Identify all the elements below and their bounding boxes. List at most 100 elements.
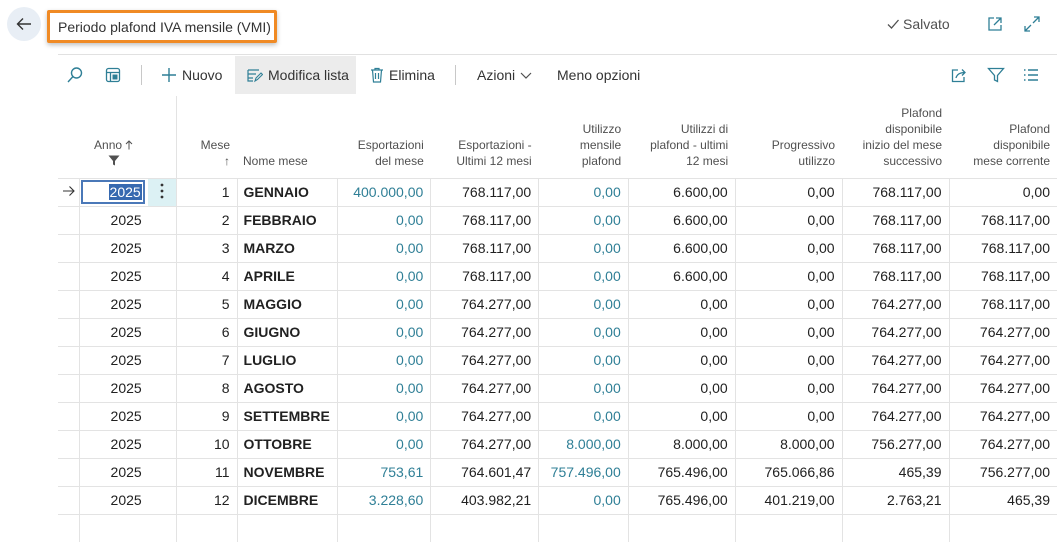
- fewer-options-button[interactable]: Meno opzioni: [557, 56, 640, 94]
- table-row[interactable]: 2025 12 DICEMBRE 3.228,60 403.982,21 0,00 765.…: [58, 485, 1057, 514]
- empty-cell: [842, 513, 950, 542]
- cell-progressivo-utilizzo: 0,00: [735, 205, 843, 234]
- delete-button[interactable]: Elimina: [370, 56, 435, 94]
- cell-esportazioni-mese[interactable]: 0,00: [337, 373, 432, 402]
- cell-esportazioni-mese[interactable]: 0,00: [337, 345, 432, 374]
- cell-nome-mese: MAGGIO: [237, 289, 338, 318]
- list-view-button[interactable]: [1023, 56, 1043, 94]
- cell-esportazioni-12-mesi: 764.277,00: [430, 289, 540, 318]
- header-plafond-mese-corrente[interactable]: Plafond disponibile mese corrente: [973, 121, 1050, 168]
- cell-esportazioni-12-mesi: 768.117,00: [430, 233, 540, 262]
- cell-anno[interactable]: 2025: [79, 317, 148, 346]
- cell-esportazioni-mese[interactable]: 3.228,60: [337, 485, 432, 514]
- cell-utilizzo-mensile[interactable]: 0,00: [538, 205, 629, 234]
- checkmark-icon: [887, 19, 899, 29]
- search-button[interactable]: [66, 56, 88, 94]
- cell-utilizzi-12-mesi: 0,00: [628, 345, 736, 374]
- filter-pane-button[interactable]: [104, 56, 126, 94]
- table-row[interactable]: 2025 11 NOVEMBRE 753,61 764.601,47 757.496,00…: [58, 457, 1057, 486]
- table-row[interactable]: 2025 1 GENNAIO 400.000,00 768.117,00 0,00 6.60…: [58, 177, 1057, 206]
- cell-anno[interactable]: 2025: [79, 261, 148, 290]
- table-row[interactable]: 2025 8 AGOSTO 0,00 764.277,00 0,00 0,00 0,00 764…: [58, 373, 1057, 402]
- cell-utilizzo-mensile[interactable]: 0,00: [538, 345, 629, 374]
- share-button[interactable]: [950, 56, 970, 94]
- cell-progressivo-utilizzo: 0,00: [735, 345, 843, 374]
- anno-input[interactable]: 2025: [80, 180, 145, 204]
- cell-esportazioni-mese[interactable]: 400.000,00: [337, 177, 432, 206]
- cell-utilizzo-mensile[interactable]: 0,00: [538, 373, 629, 402]
- header-esportazioni-mese[interactable]: Esportazioni del mese: [357, 137, 424, 168]
- cell-esportazioni-mese[interactable]: 0,00: [337, 429, 432, 458]
- table-row[interactable]: 2025 10 OTTOBRE 0,00 764.277,00 8.000,00 8.000…: [58, 429, 1057, 458]
- header-plafond-mese-successivo[interactable]: Plafond disponibile inizio del mese succ…: [862, 105, 942, 168]
- table-row[interactable]: 2025 5 MAGGIO 0,00 764.277,00 0,00 0,00 0,00 764…: [58, 289, 1057, 318]
- header-esportazioni-12-mesi[interactable]: Esportazioni - Ultimi 12 mesi: [456, 137, 532, 168]
- cell-utilizzo-mensile[interactable]: 0,00: [538, 485, 629, 514]
- row-menu-cell[interactable]: [147, 177, 178, 206]
- cell-anno[interactable]: 2025: [79, 457, 148, 486]
- header-pointer: [58, 96, 80, 178]
- cell-plafond-mese-successivo: 768.117,00: [842, 177, 950, 206]
- cell-utilizzo-mensile[interactable]: 757.496,00: [538, 457, 629, 486]
- header-nome-mese[interactable]: Nome mese: [243, 153, 308, 168]
- row-menu-cell: [147, 485, 178, 514]
- cell-esportazioni-mese[interactable]: 0,00: [337, 401, 432, 430]
- cell-esportazioni-mese[interactable]: 0,00: [337, 205, 432, 234]
- cell-anno[interactable]: 2025: [79, 345, 148, 374]
- open-in-new-window-button[interactable]: [985, 14, 1005, 34]
- cell-anno[interactable]: 2025: [79, 289, 148, 318]
- header-utilizzo-mensile[interactable]: Utilizzo mensile plafond: [579, 121, 622, 168]
- header-progressivo-utilizzo[interactable]: Progressivo utilizzo: [771, 137, 836, 168]
- actions-menu[interactable]: Azioni: [477, 56, 532, 94]
- cell-utilizzo-mensile[interactable]: 0,00: [538, 401, 629, 430]
- cell-esportazioni-mese[interactable]: 753,61: [337, 457, 432, 486]
- cell-anno[interactable]: 2025: [79, 233, 148, 262]
- new-button[interactable]: Nuovo: [161, 56, 222, 94]
- cell-utilizzo-mensile[interactable]: 0,00: [538, 261, 629, 290]
- cell-plafond-mese-successivo: 465,39: [842, 457, 950, 486]
- cell-esportazioni-mese[interactable]: 0,00: [337, 289, 432, 318]
- cell-esportazioni-mese[interactable]: 0,00: [337, 317, 432, 346]
- filter-button[interactable]: [987, 56, 1007, 94]
- row-menu-cell: [147, 457, 178, 486]
- cell-utilizzo-mensile[interactable]: 0,00: [538, 233, 629, 262]
- cell-nome-mese: NOVEMBRE: [237, 457, 338, 486]
- cell-anno[interactable]: 2025: [79, 205, 148, 234]
- cell-esportazioni-mese[interactable]: 0,00: [337, 261, 432, 290]
- cell-anno[interactable]: 2025: [79, 401, 148, 430]
- back-button[interactable]: [7, 7, 41, 41]
- table-row[interactable]: 2025 3 MARZO 0,00 768.117,00 0,00 6.600,00 0,00…: [58, 233, 1057, 262]
- cell-utilizzo-mensile[interactable]: 0,00: [538, 177, 629, 206]
- header-utilizzi-12-mesi[interactable]: Utilizzi di plafond - ultimi 12 mesi: [650, 121, 729, 168]
- cell-nome-mese: GENNAIO: [237, 177, 338, 206]
- table-row[interactable]: 2025 7 LUGLIO 0,00 764.277,00 0,00 0,00 0,00 764…: [58, 345, 1057, 374]
- table-row[interactable]: 2025 6 GIUGNO 0,00 764.277,00 0,00 0,00 0,00 764…: [58, 317, 1057, 346]
- cell-utilizzo-mensile[interactable]: 0,00: [538, 317, 629, 346]
- more-vertical-icon[interactable]: [160, 183, 164, 199]
- cell-mese: 5: [176, 289, 238, 318]
- header-anno[interactable]: Anno: [80, 96, 148, 178]
- edit-list-button[interactable]: Modifica lista: [235, 56, 356, 94]
- cell-esportazioni-mese[interactable]: 0,00: [337, 233, 432, 262]
- cell-anno[interactable]: 2025: [79, 429, 148, 458]
- cell-plafond-mese-successivo: 768.117,00: [842, 205, 950, 234]
- filter-applied-icon: [108, 155, 120, 165]
- cell-utilizzo-mensile[interactable]: 0,00: [538, 289, 629, 318]
- table-row[interactable]: 2025 9 SETTEMBRE 0,00 764.277,00 0,00 0,00 0,00…: [58, 401, 1057, 430]
- cell-utilizzo-mensile[interactable]: 8.000,00: [538, 429, 629, 458]
- row-pointer-cell: [58, 373, 81, 402]
- cell-anno[interactable]: 2025: [79, 485, 148, 514]
- table-row[interactable]: 2025 4 APRILE 0,00 768.117,00 0,00 6.600,00 0,0…: [58, 261, 1057, 290]
- expand-button[interactable]: [1022, 14, 1042, 34]
- cell-progressivo-utilizzo: 401.219,00: [735, 485, 843, 514]
- cell-mese: 6: [176, 317, 238, 346]
- cell-anno[interactable]: 2025: [79, 177, 148, 206]
- cell-anno[interactable]: 2025: [79, 373, 148, 402]
- empty-cell: [58, 513, 81, 542]
- header-mese[interactable]: Mese ↑: [177, 96, 237, 178]
- row-pointer-cell: [58, 205, 81, 234]
- cell-plafond-mese-successivo: 756.277,00: [842, 429, 950, 458]
- row-pointer-cell: [58, 289, 81, 318]
- table-row[interactable]: 2025 2 FEBBRAIO 0,00 768.117,00 0,00 6.600,00 0…: [58, 205, 1057, 234]
- cell-progressivo-utilizzo: 0,00: [735, 317, 843, 346]
